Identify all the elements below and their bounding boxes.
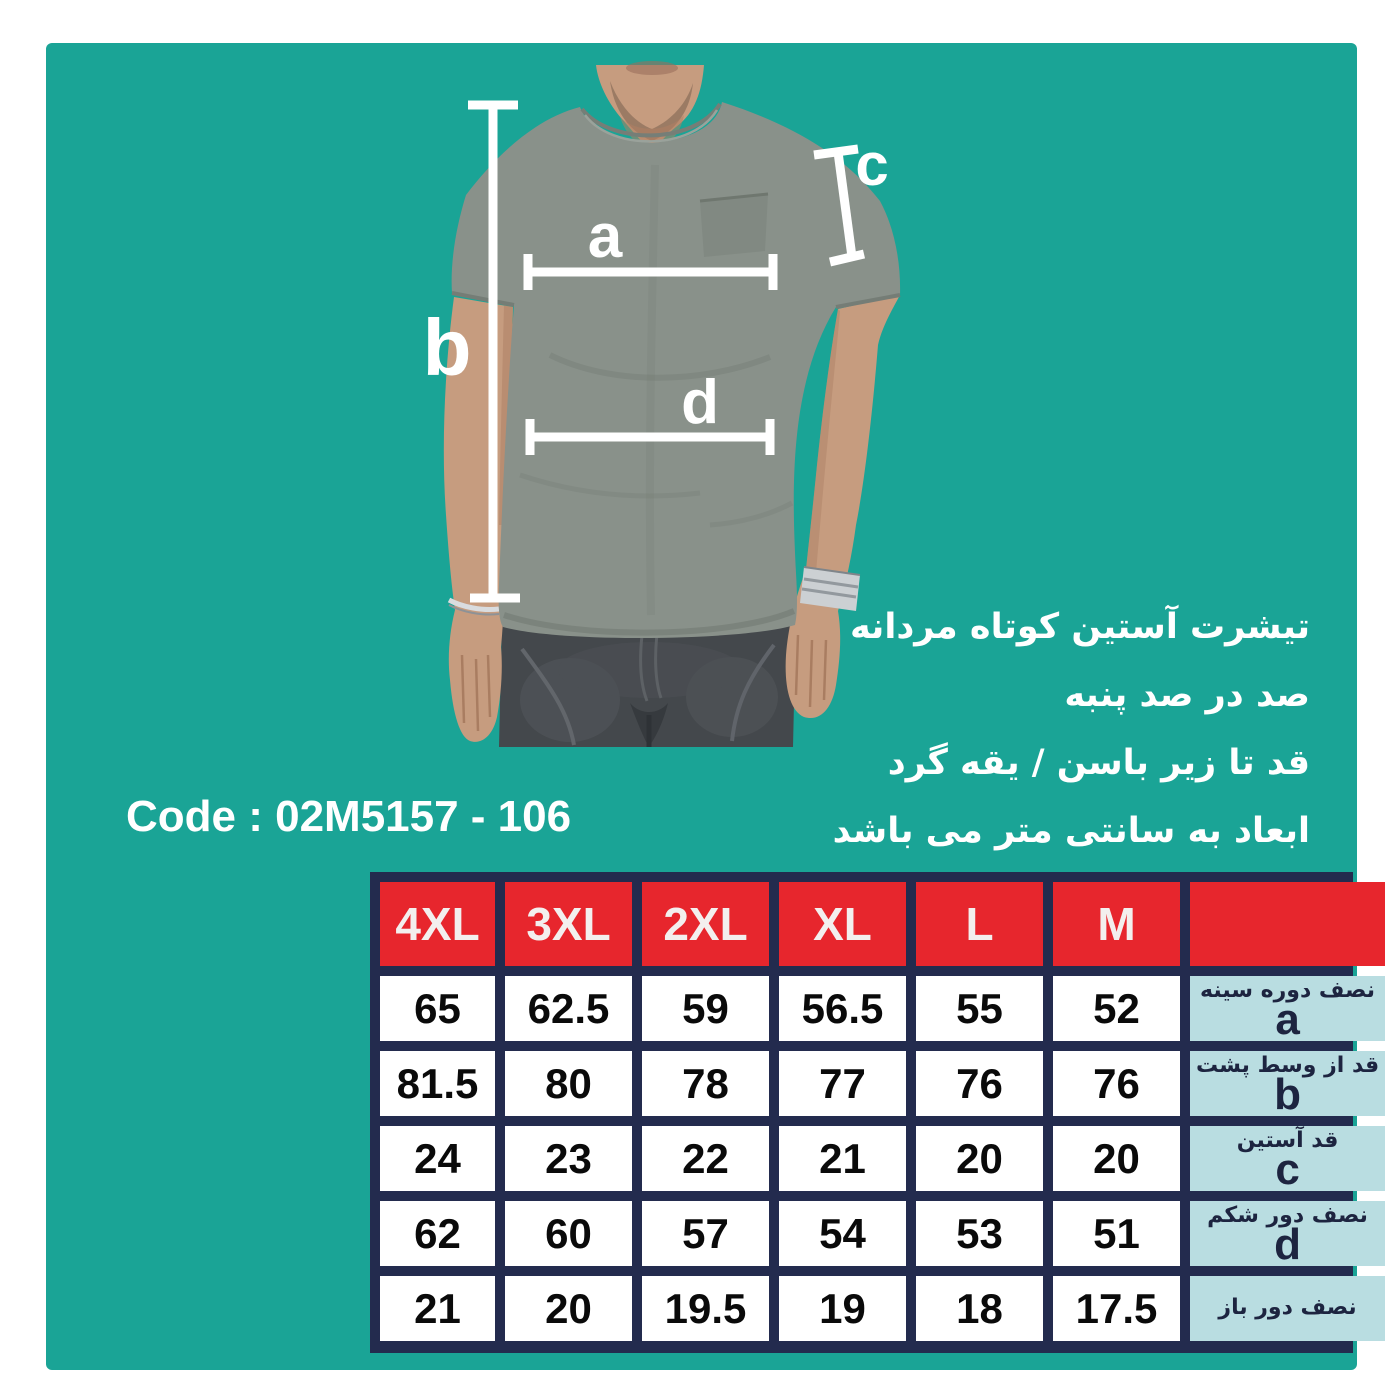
description-line: قد تا زیر باسن / یقه گرد	[887, 743, 1310, 783]
size-value-cell: 76	[916, 1051, 1043, 1116]
right-arm	[785, 295, 900, 719]
size-value-cell: 59	[642, 976, 769, 1041]
measure-label-cell: نصف دور شکم d	[1190, 1201, 1386, 1269]
size-value-cell: 24	[380, 1126, 495, 1191]
measure-label-b: b	[423, 303, 472, 392]
size-header-cell: L	[916, 882, 1043, 966]
size-value-cell: 53	[916, 1201, 1043, 1266]
model-photo: a b c d	[423, 61, 901, 747]
measurement-line-b	[468, 100, 520, 603]
measure-name-fa: نصف دوره سینه	[1200, 977, 1376, 1003]
measure-label-cell: قد آستین c	[1190, 1126, 1386, 1194]
measure-letter: a	[1275, 994, 1300, 1044]
measurement-line-d	[525, 419, 775, 455]
measure-label-a: a	[588, 202, 623, 271]
bracelet	[447, 597, 500, 612]
size-value-cell: 18	[916, 1276, 1043, 1341]
measure-letter: b	[1274, 1069, 1301, 1119]
size-table: 4XL 3XL 2XL XL L M 65 62.5 59 56.5 55 52 نصف دوره سی…	[370, 872, 1386, 1353]
measure-name-fa: قد آستین	[1236, 1127, 1339, 1153]
size-value-cell: 21	[779, 1126, 906, 1191]
size-value-cell: 20	[916, 1126, 1043, 1191]
measure-name-fa: نصف دور شکم	[1207, 1202, 1368, 1228]
tshirt	[451, 102, 901, 639]
measurement-line-c	[813, 144, 866, 267]
measure-label-d: d	[681, 368, 719, 437]
size-value-cell: 80	[505, 1051, 632, 1116]
size-value-cell: 19	[779, 1276, 906, 1341]
size-value-cell: 62	[380, 1201, 495, 1266]
size-value-cell: 65	[380, 976, 495, 1041]
measure-name-fa: نصف دور باز	[1218, 1295, 1357, 1321]
product-code: Code : 02M5157 - 106	[126, 792, 572, 841]
size-value-cell: 60	[505, 1201, 632, 1266]
size-value-cell: 19.5	[642, 1276, 769, 1341]
size-value-cell: 76	[1053, 1051, 1180, 1116]
table-corner-cell	[1190, 882, 1386, 966]
size-value-cell: 55	[916, 976, 1043, 1041]
watch	[800, 566, 861, 611]
size-header-cell: 3XL	[505, 882, 632, 966]
measure-letter: d	[1274, 1219, 1301, 1269]
measure-label-cell: نصف دور باز	[1190, 1276, 1386, 1341]
size-value-cell: 21	[380, 1276, 495, 1341]
size-header-cell: XL	[779, 882, 906, 966]
size-header-cell: 4XL	[380, 882, 495, 966]
chest-pocket	[700, 194, 768, 257]
size-value-cell: 22	[642, 1126, 769, 1191]
measure-letter: c	[1275, 1144, 1300, 1194]
measurement-lines	[468, 100, 866, 603]
product-description: تیشرت آستین کوتاه مردانه صد در صد پنبه قد …	[660, 593, 1310, 865]
measure-label-cell: نصف دوره سینه a	[1190, 976, 1386, 1044]
size-value-cell: 20	[1053, 1126, 1180, 1191]
size-value-cell: 54	[779, 1201, 906, 1266]
description-line: ابعاد به سانتی متر می باشد	[832, 811, 1310, 851]
size-value-cell: 57	[642, 1201, 769, 1266]
size-value-cell: 78	[642, 1051, 769, 1116]
size-value-cell: 56.5	[779, 976, 906, 1041]
measure-label-cell: قد از وسط پشت b	[1190, 1051, 1386, 1119]
description-line: صد در صد پنبه	[1064, 675, 1310, 715]
size-value-cell: 77	[779, 1051, 906, 1116]
collar	[580, 102, 722, 138]
size-value-cell: 62.5	[505, 976, 632, 1041]
measure-label-c: c	[855, 131, 888, 198]
size-value-cell: 52	[1053, 976, 1180, 1041]
size-value-cell: 81.5	[380, 1051, 495, 1116]
size-value-cell: 23	[505, 1126, 632, 1191]
description-line: تیشرت آستین کوتاه مردانه	[849, 607, 1310, 647]
size-header-cell: 2XL	[642, 882, 769, 966]
size-value-cell: 20	[505, 1276, 632, 1341]
size-value-cell: 51	[1053, 1201, 1180, 1266]
size-value-cell: 17.5	[1053, 1276, 1180, 1341]
measurement-line-a	[523, 254, 778, 290]
size-header-cell: M	[1053, 882, 1180, 966]
measure-name-fa: قد از وسط پشت	[1196, 1052, 1380, 1078]
